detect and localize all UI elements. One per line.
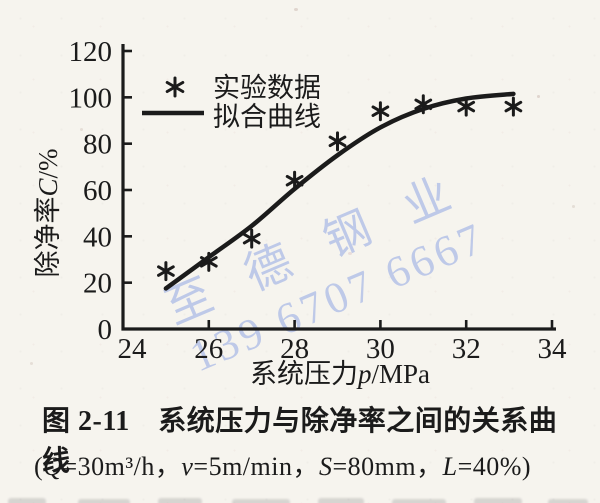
x-tick-label: 30 (366, 333, 395, 365)
x-tick-label: 32 (452, 333, 481, 365)
data-point-marker (457, 96, 476, 117)
figure-caption: 图 2-11 系统压力与除净率之间的关系曲线 (42, 406, 558, 477)
y-tick-label: 40 (83, 221, 112, 253)
scan-cutoff-text (232, 499, 290, 503)
y-tick-label: 80 (83, 129, 112, 161)
data-point-marker (371, 101, 390, 122)
y-tick-label: 60 (83, 175, 112, 207)
x-axis-title: 系统压力p/MPa (250, 359, 430, 389)
x-tick-label: 34 (538, 333, 568, 365)
data-point-marker (242, 228, 261, 249)
scan-cutoff-text (78, 499, 130, 503)
y-tick-label: 100 (69, 82, 113, 114)
data-point-marker (285, 170, 304, 191)
legend-label-fitted: 拟合曲线 (213, 102, 321, 132)
y-tick-label: 0 (98, 314, 113, 346)
data-point-marker (504, 96, 523, 117)
legend-label-experimental: 实验数据 (213, 73, 321, 103)
axes (121, 44, 556, 331)
scan-cutoff-text (474, 498, 522, 503)
scan-cutoff-text (548, 499, 588, 503)
x-tick-label: 28 (280, 333, 309, 365)
x-tick-label: 24 (118, 333, 148, 365)
y-tick-label: 20 (83, 268, 112, 300)
data-point-marker (414, 94, 433, 115)
data-point-marker (199, 251, 218, 272)
y-tick-label: 120 (69, 36, 113, 68)
scan-cutoff-text (392, 499, 446, 503)
data-point-marker (328, 131, 347, 152)
x-tick-label: 26 (194, 333, 223, 365)
pressure-removal-rate-chart: 24 26 28 30 32 34 0 20 40 60 80 100 120 实验数据拟合曲线系统压力p… (33, 36, 568, 389)
data-point-marker (157, 261, 175, 282)
figure-conditions: (Q=30m³/h，v=5m/min，S=80mm，L=40%) (34, 452, 532, 481)
scan-cutoff-text (318, 498, 364, 503)
legend-scatter-marker (165, 76, 185, 98)
scan-cutoff-text (8, 498, 46, 503)
scan-cutoff-text (158, 498, 202, 503)
fitted-curve (163, 91, 516, 291)
y-axis-title: 除净率C/% (33, 148, 63, 277)
